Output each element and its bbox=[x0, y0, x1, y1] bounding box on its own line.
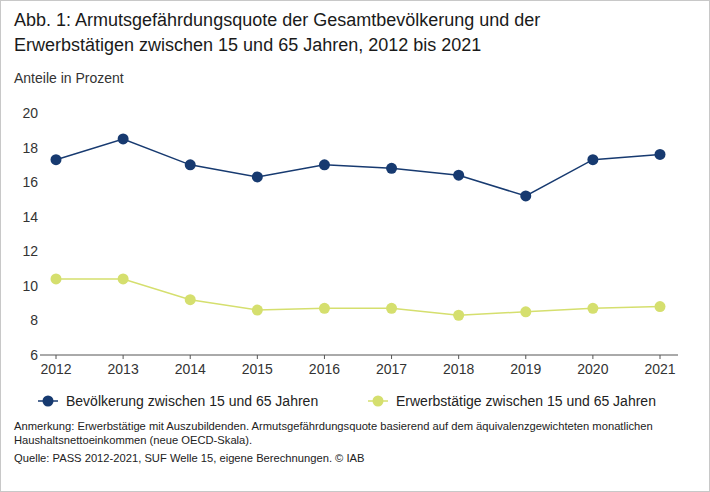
y-tick-label: 20 bbox=[22, 105, 38, 121]
x-tick-label: 2021 bbox=[644, 361, 675, 377]
x-tick-label: 2017 bbox=[376, 361, 407, 377]
point bbox=[319, 303, 330, 314]
point bbox=[520, 306, 531, 317]
y-tick-label: 16 bbox=[22, 174, 38, 190]
x-tick-label: 2018 bbox=[443, 361, 474, 377]
y-tick-label: 12 bbox=[22, 243, 38, 259]
point bbox=[587, 303, 598, 314]
annotation: Quelle: PASS 2012-2021, SUF Welle 15, ei… bbox=[14, 451, 698, 465]
point bbox=[520, 190, 531, 201]
x-tick-label: 2016 bbox=[309, 361, 340, 377]
series-line bbox=[56, 139, 660, 196]
x-tick-label: 2013 bbox=[108, 361, 139, 377]
series-line bbox=[56, 279, 660, 315]
point bbox=[453, 170, 464, 181]
point bbox=[118, 133, 129, 144]
x-tick-label: 2015 bbox=[242, 361, 273, 377]
x-tick-label: 2014 bbox=[175, 361, 206, 377]
x-tick bbox=[257, 355, 258, 359]
title: Abb. 1: Armutsgefährdungsquote der Gesam… bbox=[14, 8, 664, 58]
x-tick bbox=[324, 355, 325, 359]
x-tick bbox=[660, 355, 661, 359]
point bbox=[386, 303, 397, 314]
x-tick-label: 2020 bbox=[577, 361, 608, 377]
chart: 6 8 10 12 14 16 18 20 2012 2013 2014 2015 2016 2017 20… bbox=[0, 0, 710, 492]
x-tick-label: 2019 bbox=[510, 361, 541, 377]
legend-label: Erwerbstätige zwischen 15 und 65 Jahren bbox=[396, 393, 656, 409]
point bbox=[587, 154, 598, 165]
x-tick bbox=[56, 355, 57, 359]
point bbox=[185, 159, 196, 170]
point bbox=[51, 154, 62, 165]
point bbox=[118, 273, 129, 284]
y-tick-label: 14 bbox=[22, 209, 38, 225]
point bbox=[185, 294, 196, 305]
x-tick bbox=[123, 355, 124, 359]
point bbox=[252, 305, 263, 316]
y-tick-label: 8 bbox=[30, 312, 38, 328]
y-tick-label: 18 bbox=[22, 140, 38, 156]
point bbox=[453, 310, 464, 321]
legend-item: Bevölkerung zwischen 15 und 65 Jahren bbox=[38, 393, 318, 409]
x-tick bbox=[458, 355, 459, 359]
point bbox=[655, 301, 666, 312]
point bbox=[386, 163, 397, 174]
y-tick-label: 10 bbox=[22, 278, 38, 294]
legend-marker bbox=[373, 396, 384, 407]
notes: Anmerkung: Erwerbstätige mit Auszubilden… bbox=[14, 419, 698, 469]
y-axis-label: Anteile in Prozent bbox=[14, 70, 124, 86]
annotation: Anmerkung: Erwerbstätige mit Auszubilden… bbox=[14, 419, 698, 447]
legend-item: Erwerbstätige zwischen 15 und 65 Jahren bbox=[368, 393, 656, 409]
x-tick bbox=[525, 355, 526, 359]
x-tick bbox=[391, 355, 392, 359]
point bbox=[319, 159, 330, 170]
x-tick bbox=[190, 355, 191, 359]
point bbox=[655, 149, 666, 160]
point bbox=[51, 273, 62, 284]
plot-area bbox=[51, 133, 666, 320]
legend-marker bbox=[43, 396, 54, 407]
point bbox=[252, 171, 263, 182]
legend-label: Bevölkerung zwischen 15 und 65 Jahren bbox=[66, 393, 318, 409]
x-tick bbox=[592, 355, 593, 359]
y-tick-label: 6 bbox=[30, 347, 38, 363]
x-tick-label: 2012 bbox=[40, 361, 71, 377]
x-axis-line bbox=[40, 355, 678, 356]
